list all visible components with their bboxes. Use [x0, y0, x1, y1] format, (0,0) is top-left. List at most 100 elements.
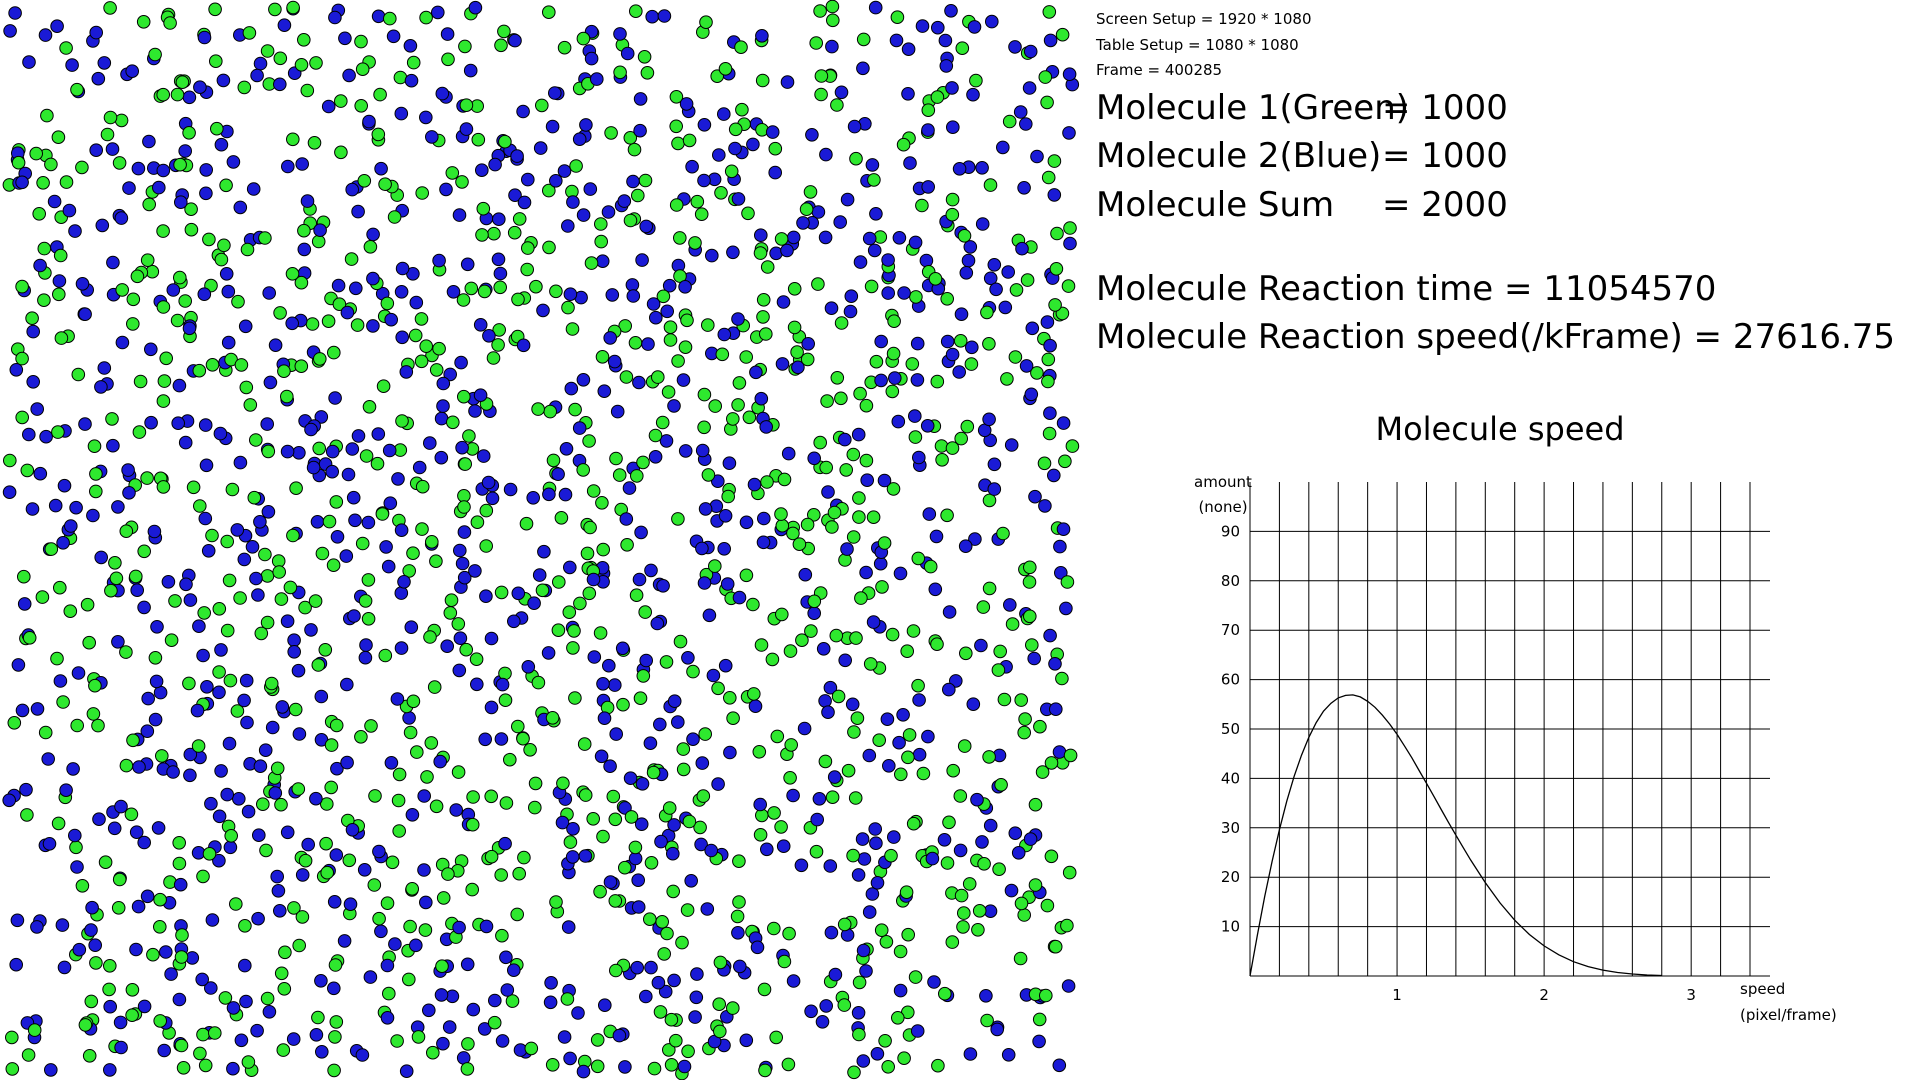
green-molecule: [1020, 273, 1035, 287]
blue-molecule: [380, 1011, 395, 1025]
green-molecule: [362, 400, 377, 414]
blue-molecule: [508, 33, 522, 48]
blue-molecule: [970, 792, 984, 807]
green-molecule: [1044, 756, 1059, 770]
y-tick-label: 30: [1221, 819, 1240, 837]
green-molecule: [655, 915, 670, 929]
green-molecule: [800, 352, 815, 367]
blue-molecule: [286, 1032, 301, 1046]
green-molecule: [774, 820, 788, 834]
blue-molecule: [328, 10, 342, 25]
green-molecule: [35, 590, 50, 604]
blue-molecule: [436, 376, 451, 391]
blue-molecule: [618, 1060, 632, 1074]
green-molecule: [1041, 352, 1056, 367]
blue-molecule: [603, 759, 617, 774]
green-molecule: [886, 346, 901, 361]
blue-molecule: [908, 235, 923, 250]
green-molecule: [542, 183, 556, 198]
blue-molecule: [658, 984, 673, 999]
blue-molecule: [697, 173, 711, 188]
blue-molecule: [818, 694, 832, 708]
green-molecule: [809, 844, 824, 859]
blue-molecule: [597, 384, 612, 399]
green-molecule: [1048, 298, 1062, 312]
green-molecule: [991, 663, 1006, 677]
blue-molecule: [833, 215, 848, 229]
blue-molecule: [824, 301, 839, 316]
green-molecule: [567, 624, 581, 638]
green-molecule: [53, 580, 67, 595]
blue-molecule: [212, 853, 226, 868]
green-molecule: [676, 762, 691, 777]
blue-molecule: [597, 711, 612, 726]
green-molecule: [819, 460, 834, 475]
blue-molecule: [613, 27, 627, 41]
green-molecule: [713, 955, 728, 970]
blue-molecule: [388, 937, 402, 951]
blue-molecule: [436, 399, 450, 413]
green-molecule: [260, 991, 275, 1006]
chart-title: Molecule speed: [1375, 410, 1624, 448]
blue-molecule: [131, 899, 146, 914]
green-molecule: [465, 817, 480, 832]
blue-molecule: [195, 972, 209, 987]
green-molecule: [5, 1062, 20, 1076]
blue-molecule: [457, 570, 472, 585]
green-molecule: [223, 673, 238, 688]
blue-molecule: [1024, 387, 1039, 402]
blue-molecule: [190, 703, 205, 718]
blue-molecule: [11, 658, 26, 672]
blue-molecule: [129, 942, 143, 957]
green-molecule: [874, 923, 889, 938]
blue-molecule: [103, 999, 117, 1014]
blue-molecule: [571, 1006, 585, 1020]
blue-molecule: [287, 633, 301, 648]
green-molecule: [825, 520, 839, 534]
blue-molecule: [340, 677, 354, 692]
blue-molecule: [819, 999, 834, 1013]
green-molecule: [104, 583, 118, 598]
blue-molecule: [824, 925, 839, 940]
green-molecule: [813, 435, 828, 450]
blue-molecule: [865, 887, 880, 901]
green-molecule: [277, 364, 291, 379]
green-molecule: [638, 173, 653, 188]
green-molecule: [196, 869, 210, 884]
green-molecule: [847, 1065, 861, 1080]
green-molecule: [402, 564, 417, 578]
blue-molecule: [780, 243, 794, 258]
green-molecule: [742, 410, 757, 425]
green-molecule: [243, 398, 258, 412]
green-molecule: [856, 32, 871, 47]
blue-molecule: [494, 732, 509, 746]
blue-molecule: [810, 812, 825, 827]
green-molecule: [760, 260, 775, 274]
blue-molecule: [178, 435, 193, 450]
green-molecule: [671, 354, 685, 368]
green-molecule: [628, 336, 643, 350]
green-molecule: [295, 910, 310, 924]
green-molecule: [298, 600, 312, 615]
green-molecule: [953, 334, 968, 348]
green-molecule: [268, 2, 282, 17]
green-molecule: [15, 351, 29, 366]
blue-molecule: [851, 868, 866, 882]
blue-molecule: [1062, 126, 1076, 140]
green-molecule: [945, 207, 960, 222]
blue-molecule: [958, 539, 973, 554]
green-molecule: [273, 306, 287, 320]
green-molecule: [680, 313, 694, 328]
blue-molecule: [106, 438, 120, 453]
blue-molecule: [945, 347, 960, 362]
green-molecule: [385, 855, 400, 870]
blue-molecule: [749, 365, 763, 380]
green-molecule: [487, 226, 501, 241]
blue-molecule: [780, 75, 795, 89]
green-molecule: [726, 711, 740, 726]
blue-molecule: [459, 122, 474, 136]
blue-molecule: [157, 1043, 171, 1058]
green-molecule: [590, 1033, 605, 1047]
blue-molecule: [626, 289, 641, 303]
blue-molecule: [436, 1036, 450, 1051]
